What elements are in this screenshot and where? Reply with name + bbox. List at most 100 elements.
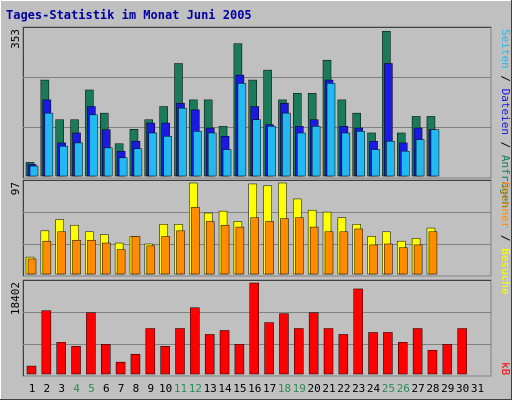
legend-kb: kB xyxy=(499,362,512,376)
bar-rechner-day-23 xyxy=(354,228,363,275)
bar-seiten-day-22 xyxy=(341,132,351,177)
bar-seiten-day-14 xyxy=(222,149,232,177)
bar-rechner-day-21 xyxy=(324,231,334,275)
bar-seiten-day-15 xyxy=(237,83,247,177)
bar-kb-day-13 xyxy=(204,334,215,375)
day-label-7: 7 xyxy=(118,382,125,395)
bar-kb-day-22 xyxy=(338,334,349,375)
day-label-20: 20 xyxy=(308,382,321,395)
bar-seiten-day-13 xyxy=(207,132,217,177)
day-label-26: 26 xyxy=(397,382,410,395)
x-axis-day-labels: 1 2 3 4 5 6 7 8 9 10 11 12 13 14 15 16 17 18 19 20 21 22 23 24 2… xyxy=(29,382,484,395)
bar-seiten-day-21 xyxy=(326,83,336,177)
day-label-10: 10 xyxy=(159,382,172,395)
bar-kb-day-28 xyxy=(427,350,438,375)
bar-kb-day-23 xyxy=(353,288,363,375)
bar-kb-day-27 xyxy=(412,328,423,375)
bar-rechner-day-8 xyxy=(131,236,141,275)
bar-rechner-day-11 xyxy=(176,230,185,275)
bar-kb-day-29 xyxy=(442,344,453,375)
bar-kb-day-6 xyxy=(101,344,111,375)
bar-kb-day-14 xyxy=(219,330,230,375)
bar-seiten-day-4 xyxy=(74,142,83,177)
bar-kb-day-12 xyxy=(190,307,200,375)
legend-dateien: Dateien xyxy=(499,89,512,135)
bar-rechner-day-12 xyxy=(191,207,200,275)
day-label-1: 1 xyxy=(29,382,36,395)
bar-rechner-day-27 xyxy=(413,244,423,275)
bar-seiten-day-17 xyxy=(267,126,276,177)
day-label-25: 25 xyxy=(382,382,395,395)
bar-kb-day-30 xyxy=(457,328,467,375)
bar-seiten-day-23 xyxy=(356,131,365,177)
kbytes-legend: kB xyxy=(499,362,512,376)
legend-seiten: Seiten xyxy=(499,29,512,69)
bar-seiten-day-12 xyxy=(193,131,202,177)
visits-panel: 97 xyxy=(9,179,492,277)
bar-rechner-day-14 xyxy=(220,224,230,275)
requests-bars xyxy=(25,30,440,177)
bar-rechner-day-25 xyxy=(384,243,393,275)
bar-seiten-day-24 xyxy=(371,149,380,177)
bar-seiten-day-3 xyxy=(59,145,68,177)
bar-seiten-day-6 xyxy=(104,147,113,177)
legend-separator: / xyxy=(499,69,512,89)
bar-rechner-day-2 xyxy=(42,240,52,275)
bar-kb-day-16 xyxy=(249,282,259,375)
legend-anfragen: Anfragen xyxy=(499,155,512,208)
bar-kb-day-4 xyxy=(71,346,81,375)
bar-kb-day-20 xyxy=(308,312,319,375)
day-label-15: 15 xyxy=(233,382,246,395)
day-label-27: 27 xyxy=(411,382,424,395)
bar-rechner-day-16 xyxy=(250,217,259,275)
day-label-5: 5 xyxy=(88,382,95,395)
bar-rechner-day-17 xyxy=(265,221,274,275)
bar-rechner-day-7 xyxy=(116,249,126,275)
bar-kb-day-24 xyxy=(368,332,378,375)
bar-kb-day-7 xyxy=(115,361,126,375)
bar-rechner-day-18 xyxy=(280,218,289,275)
bar-seiten-day-9 xyxy=(148,132,158,177)
bar-rechner-day-26 xyxy=(399,247,408,275)
bar-seiten-day-1 xyxy=(29,165,39,177)
day-label-31: 31 xyxy=(471,382,484,395)
day-label-2: 2 xyxy=(44,382,51,395)
bar-kb-day-19 xyxy=(294,328,304,375)
bar-rechner-day-6 xyxy=(102,242,111,275)
day-label-23: 23 xyxy=(352,382,365,395)
day-label-28: 28 xyxy=(426,382,439,395)
legend-separator: / xyxy=(499,135,512,155)
day-label-3: 3 xyxy=(58,382,65,395)
bar-rechner-day-4 xyxy=(72,239,81,275)
requests-y-max-label: 353 xyxy=(9,29,22,49)
bar-kb-day-3 xyxy=(56,342,66,375)
bar-seiten-day-11 xyxy=(178,107,187,177)
bar-seiten-day-10 xyxy=(163,136,172,177)
legend-separator: / xyxy=(499,228,512,248)
bar-kb-day-9 xyxy=(145,328,156,375)
day-label-9: 9 xyxy=(147,382,154,395)
kbytes-panel: 18402 xyxy=(9,279,492,377)
day-label-11: 11 xyxy=(174,382,187,395)
bar-seiten-day-20 xyxy=(311,126,321,177)
bar-seiten-day-27 xyxy=(415,139,425,177)
bar-seiten-day-26 xyxy=(401,150,410,177)
legend-rechner: Rechner xyxy=(499,182,512,229)
day-label-16: 16 xyxy=(248,382,261,395)
bar-rechner-day-5 xyxy=(87,239,96,275)
bar-rechner-day-20 xyxy=(309,226,319,275)
bar-rechner-day-13 xyxy=(205,221,215,275)
day-label-19: 19 xyxy=(293,382,306,395)
day-label-14: 14 xyxy=(218,382,232,395)
bar-kb-day-8 xyxy=(130,353,141,375)
day-label-22: 22 xyxy=(337,382,350,395)
bar-rechner-day-10 xyxy=(161,236,170,275)
bar-rechner-day-24 xyxy=(369,244,378,275)
bar-kb-day-17 xyxy=(264,322,274,375)
bar-kb-day-26 xyxy=(398,342,408,375)
day-label-8: 8 xyxy=(133,382,140,395)
visits-legend: Rechner / Besuche xyxy=(499,182,512,295)
bar-rechner-day-1 xyxy=(27,258,37,275)
day-label-13: 13 xyxy=(204,382,217,395)
